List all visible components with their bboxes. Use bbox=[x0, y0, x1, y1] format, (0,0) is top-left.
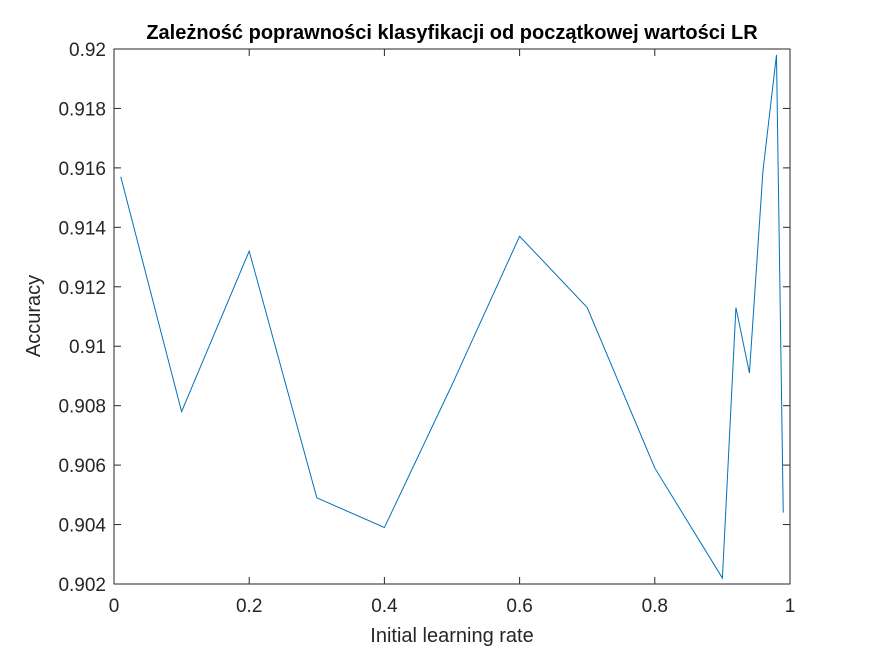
x-tick-label: 0.6 bbox=[506, 596, 532, 617]
y-tick-label: 0.92 bbox=[69, 40, 106, 61]
x-tick-label: 0.8 bbox=[642, 596, 668, 617]
y-tick-label: 0.91 bbox=[69, 337, 106, 358]
y-tick-label: 0.906 bbox=[58, 456, 106, 477]
x-tick-label: 1 bbox=[785, 596, 796, 617]
y-tick-label: 0.918 bbox=[58, 99, 106, 120]
y-axis-ticks: 0.902 0.904 0.906 0.908 0.91 0.912 0.914 0.916 0… bbox=[58, 40, 790, 596]
y-tick-label: 0.914 bbox=[58, 218, 106, 239]
plot-area bbox=[113, 48, 791, 585]
y-axis-label: Accuracy bbox=[23, 275, 45, 357]
series-layer bbox=[120, 54, 784, 580]
y-tick-label: 0.916 bbox=[58, 159, 106, 180]
x-tick-label: 0.4 bbox=[371, 596, 398, 617]
series-line bbox=[120, 54, 784, 580]
x-tick-label: 0.2 bbox=[236, 596, 262, 617]
y-tick-label: 0.902 bbox=[58, 575, 106, 596]
x-tick-label: 0 bbox=[109, 596, 120, 617]
chart-title: Zależność poprawności klasyfikacji od po… bbox=[146, 22, 758, 44]
y-tick-label: 0.908 bbox=[58, 397, 106, 418]
x-axis-ticks: 0 0.2 0.4 0.6 0.8 1 bbox=[109, 49, 796, 617]
x-axis-label: Initial learning rate bbox=[370, 625, 533, 647]
y-tick-label: 0.904 bbox=[58, 516, 106, 537]
y-tick-label: 0.912 bbox=[58, 278, 106, 299]
